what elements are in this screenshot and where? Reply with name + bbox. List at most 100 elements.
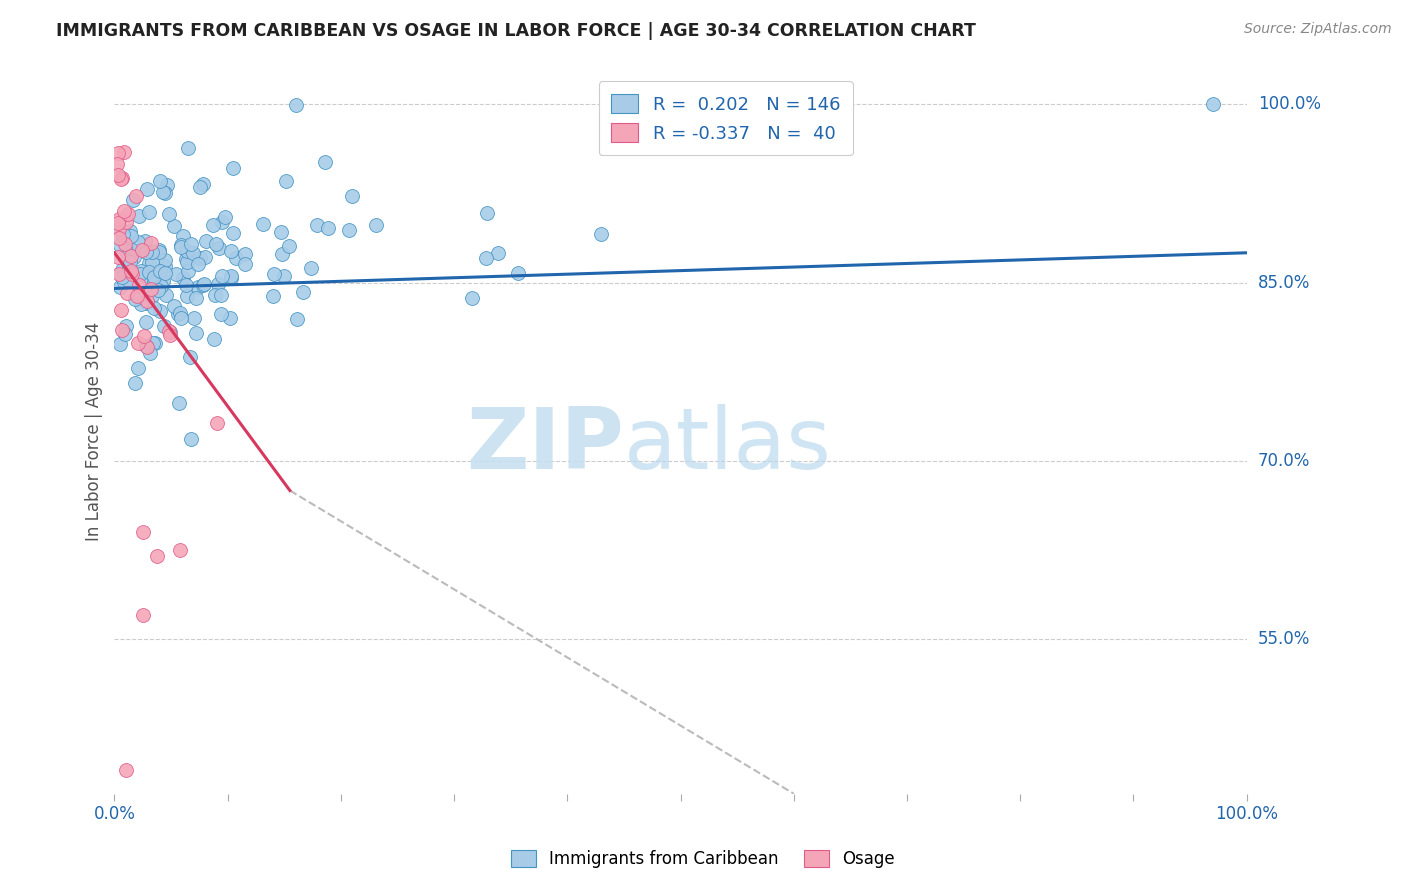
- Point: [155, 288, 177, 302]
- Point: [183, 311, 205, 326]
- Point: [172, 229, 194, 244]
- Point: [128, 267, 150, 281]
- Point: [132, 525, 155, 540]
- Point: [209, 307, 232, 321]
- Point: [205, 237, 228, 252]
- Point: [179, 350, 201, 364]
- Point: [153, 318, 176, 333]
- Legend: R =  0.202   N = 146, R = -0.337   N =  40: R = 0.202 N = 146, R = -0.337 N = 40: [599, 81, 853, 155]
- Point: [108, 211, 131, 226]
- Point: [127, 235, 149, 249]
- Point: [193, 277, 215, 291]
- Point: [124, 292, 146, 306]
- Point: [159, 324, 181, 338]
- Point: [461, 291, 484, 305]
- Point: [149, 304, 172, 318]
- Point: [156, 178, 179, 193]
- Point: [299, 261, 322, 276]
- Point: [143, 335, 166, 350]
- Text: 55.0%: 55.0%: [1258, 630, 1310, 648]
- Point: [136, 182, 159, 196]
- Point: [219, 244, 242, 259]
- Point: [153, 252, 176, 267]
- Point: [191, 177, 214, 191]
- Point: [107, 250, 129, 264]
- Point: [110, 302, 132, 317]
- Point: [132, 608, 155, 623]
- Point: [108, 280, 131, 294]
- Point: [111, 262, 134, 277]
- Point: [174, 252, 197, 266]
- Point: [163, 219, 186, 233]
- Point: [207, 277, 229, 292]
- Point: [148, 283, 170, 297]
- Point: [169, 543, 191, 558]
- Point: [120, 229, 142, 244]
- Point: [589, 227, 612, 242]
- Point: [120, 264, 142, 278]
- Point: [146, 549, 169, 563]
- Point: [107, 267, 129, 281]
- Point: [141, 289, 163, 303]
- Point: [176, 289, 198, 303]
- Point: [148, 245, 170, 260]
- Point: [337, 223, 360, 237]
- Point: [138, 346, 160, 360]
- Point: [114, 319, 136, 334]
- Point: [222, 226, 245, 240]
- Point: [205, 416, 228, 430]
- Point: [107, 146, 129, 161]
- Point: [169, 305, 191, 319]
- Point: [108, 336, 131, 351]
- Point: [141, 255, 163, 269]
- Point: [475, 205, 498, 219]
- Point: [181, 245, 204, 260]
- Point: [187, 279, 209, 293]
- Point: [273, 269, 295, 284]
- Text: atlas: atlas: [624, 404, 832, 487]
- Point: [124, 376, 146, 390]
- Point: [225, 251, 247, 265]
- Point: [170, 240, 193, 254]
- Point: [219, 270, 242, 285]
- Point: [112, 204, 135, 219]
- Point: [118, 274, 141, 288]
- Point: [125, 189, 148, 203]
- Point: [135, 245, 157, 260]
- Point: [115, 254, 138, 268]
- Point: [159, 325, 181, 339]
- Point: [201, 218, 224, 232]
- Point: [141, 336, 163, 351]
- Point: [128, 210, 150, 224]
- Point: [176, 255, 198, 269]
- Point: [219, 269, 242, 284]
- Point: [194, 250, 217, 264]
- Point: [163, 299, 186, 313]
- Point: [143, 275, 166, 289]
- Point: [135, 339, 157, 353]
- Point: [125, 289, 148, 303]
- Point: [172, 270, 194, 285]
- Point: [153, 266, 176, 280]
- Point: [141, 282, 163, 296]
- Point: [316, 221, 339, 235]
- Point: [211, 269, 233, 284]
- Text: 70.0%: 70.0%: [1258, 452, 1310, 470]
- Point: [108, 223, 131, 237]
- Point: [121, 243, 143, 257]
- Point: [121, 267, 143, 281]
- Point: [153, 259, 176, 273]
- Point: [193, 277, 215, 292]
- Point: [292, 285, 315, 299]
- Point: [274, 173, 297, 187]
- Point: [166, 308, 188, 322]
- Point: [211, 214, 233, 228]
- Point: [307, 218, 329, 232]
- Point: [486, 246, 509, 260]
- Point: [187, 257, 209, 271]
- Point: [136, 270, 159, 285]
- Point: [159, 327, 181, 342]
- Point: [263, 267, 285, 281]
- Point: [202, 332, 225, 346]
- Point: [114, 236, 136, 251]
